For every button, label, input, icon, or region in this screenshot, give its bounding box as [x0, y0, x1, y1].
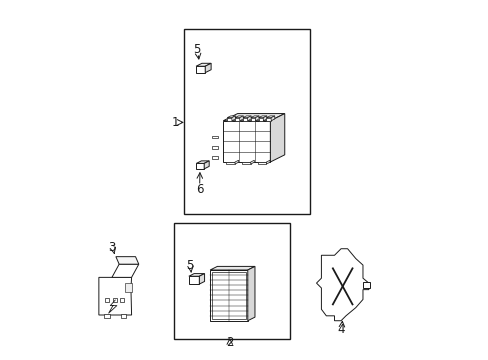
Bar	[362, 282, 369, 288]
Bar	[121, 314, 126, 318]
Polygon shape	[250, 118, 255, 121]
Bar	[183, 30, 309, 214]
Polygon shape	[212, 146, 218, 149]
Polygon shape	[266, 116, 274, 118]
Polygon shape	[99, 277, 131, 315]
Text: 6: 6	[196, 183, 203, 196]
Polygon shape	[250, 160, 254, 164]
Polygon shape	[239, 116, 243, 121]
Polygon shape	[235, 160, 238, 164]
Polygon shape	[196, 163, 204, 169]
Polygon shape	[116, 257, 139, 264]
Polygon shape	[257, 162, 266, 164]
Polygon shape	[223, 121, 270, 162]
Bar	[120, 298, 123, 302]
Polygon shape	[250, 116, 259, 118]
Polygon shape	[223, 113, 284, 121]
Polygon shape	[270, 116, 274, 121]
Polygon shape	[112, 264, 139, 277]
Bar	[104, 314, 109, 318]
Text: 4: 4	[337, 323, 344, 336]
Polygon shape	[226, 162, 235, 164]
Polygon shape	[204, 161, 209, 169]
Polygon shape	[196, 161, 209, 163]
Polygon shape	[247, 266, 254, 321]
Bar	[113, 298, 117, 302]
Polygon shape	[205, 63, 211, 73]
Polygon shape	[258, 116, 266, 118]
Polygon shape	[199, 274, 204, 284]
Polygon shape	[227, 118, 231, 121]
Polygon shape	[235, 116, 243, 118]
Polygon shape	[188, 276, 199, 284]
Polygon shape	[266, 160, 269, 164]
Text: 5: 5	[186, 258, 193, 271]
Polygon shape	[212, 156, 218, 159]
Polygon shape	[243, 116, 251, 118]
Polygon shape	[263, 116, 266, 121]
Polygon shape	[242, 162, 250, 164]
Polygon shape	[227, 116, 235, 118]
Polygon shape	[258, 118, 263, 121]
Polygon shape	[210, 270, 247, 321]
Polygon shape	[212, 136, 218, 138]
Polygon shape	[125, 283, 131, 292]
Polygon shape	[188, 274, 204, 276]
Polygon shape	[231, 116, 235, 121]
Polygon shape	[235, 118, 239, 121]
Text: 1: 1	[171, 116, 179, 129]
Polygon shape	[243, 118, 247, 121]
Text: 3: 3	[108, 240, 115, 253]
Text: 2: 2	[225, 336, 233, 349]
Polygon shape	[247, 116, 251, 121]
Polygon shape	[255, 116, 259, 121]
Text: 5: 5	[193, 42, 200, 55]
Bar	[105, 298, 109, 302]
Polygon shape	[316, 249, 368, 321]
Bar	[174, 222, 290, 339]
Polygon shape	[196, 63, 211, 66]
Polygon shape	[210, 266, 254, 270]
Polygon shape	[270, 113, 284, 162]
Polygon shape	[196, 66, 205, 73]
Polygon shape	[266, 118, 270, 121]
